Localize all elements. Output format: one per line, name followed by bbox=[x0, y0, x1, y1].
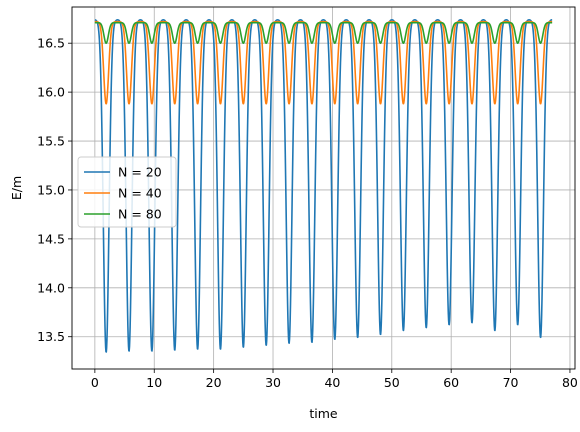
x-tick-label: 70 bbox=[503, 375, 519, 390]
x-tick-label: 60 bbox=[443, 375, 459, 390]
y-axis-label: E/m bbox=[9, 176, 24, 200]
x-tick-label: 30 bbox=[265, 375, 281, 390]
x-tick-label: 10 bbox=[146, 375, 162, 390]
x-tick-label: 50 bbox=[384, 375, 400, 390]
plot-frame bbox=[71, 6, 576, 370]
legend-label-n80: N = 80 bbox=[118, 207, 162, 222]
y-axis: 13.5 14.0 14.5 15.0 15.5 16.0 16.5 bbox=[37, 36, 72, 344]
y-tick-label: 15.5 bbox=[37, 134, 65, 149]
x-tick-label: 20 bbox=[206, 375, 222, 390]
x-tick-label: 0 bbox=[91, 375, 99, 390]
x-tick-label: 40 bbox=[324, 375, 340, 390]
x-axis-label: time bbox=[309, 406, 338, 421]
legend-box bbox=[77, 156, 177, 228]
grid bbox=[72, 7, 575, 369]
y-tick-label: 13.5 bbox=[37, 329, 65, 344]
series-line-n40 bbox=[94, 20, 553, 105]
y-tick-label: 15.0 bbox=[37, 182, 65, 197]
legend: N = 20 N = 40 N = 80 bbox=[77, 156, 177, 228]
y-tick-label: 16.5 bbox=[37, 36, 65, 51]
y-tick-label: 16.0 bbox=[37, 85, 65, 100]
x-tick-label: 80 bbox=[562, 375, 578, 390]
legend-label-n20: N = 20 bbox=[118, 165, 162, 180]
series-line-n80 bbox=[94, 21, 553, 44]
legend-label-n40: N = 40 bbox=[118, 186, 162, 201]
y-tick-label: 14.5 bbox=[37, 231, 65, 246]
x-axis: 0 10 20 30 40 50 60 70 80 bbox=[91, 369, 578, 390]
y-tick-label: 14.0 bbox=[37, 280, 65, 295]
